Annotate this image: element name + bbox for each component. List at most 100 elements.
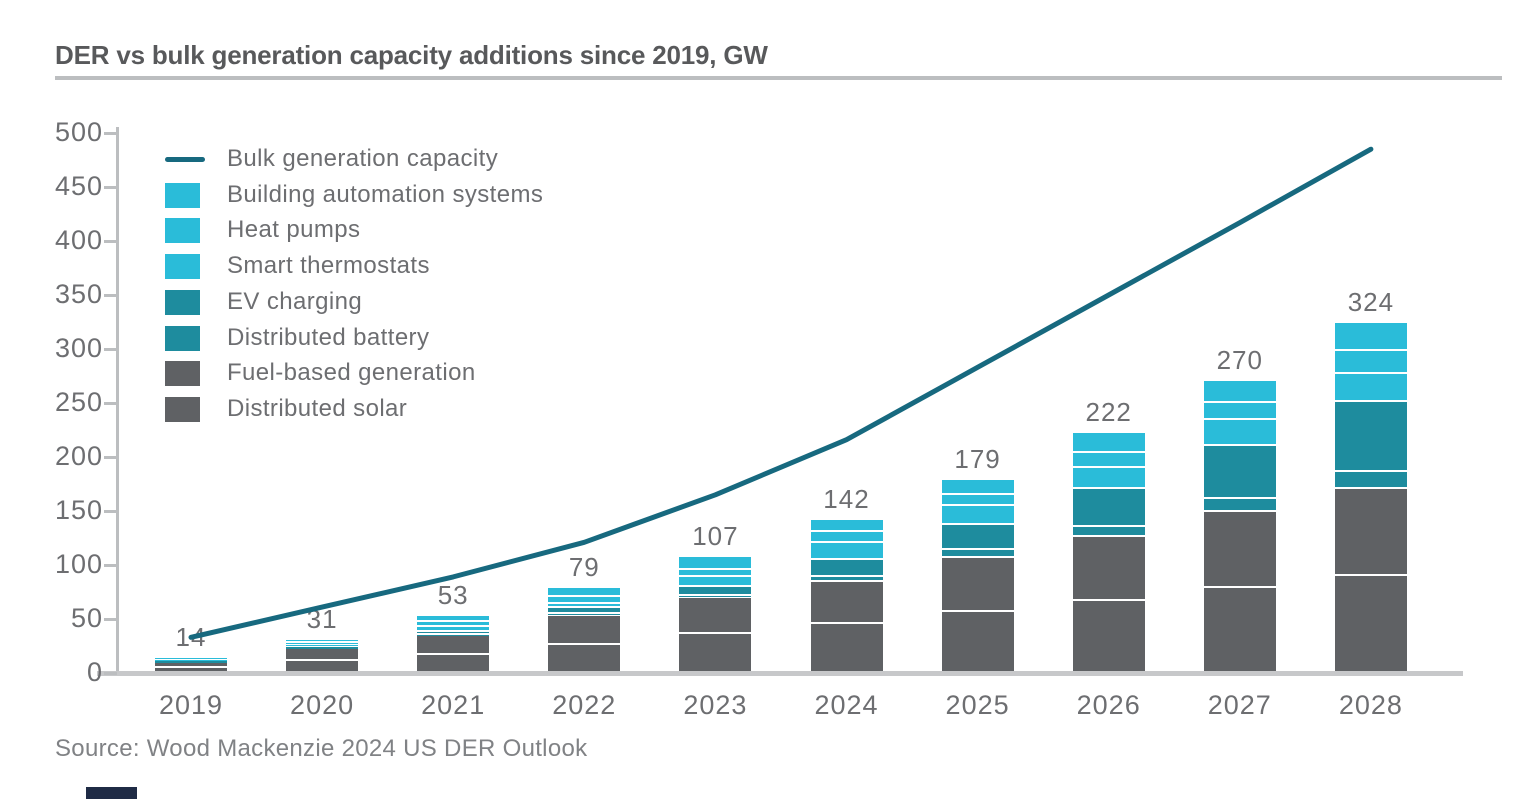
bar-segment-smart-thermostats [548, 603, 621, 607]
bar-segment-building-automation-systems [941, 479, 1014, 493]
bar-segment-distributed-solar [1072, 600, 1145, 671]
x-tick-label-2025: 2025 [945, 690, 1010, 720]
bar-segment-building-automation-systems [1203, 381, 1276, 401]
bar-segment-heat-pumps [417, 622, 490, 626]
bar-segment-smart-thermostats [155, 660, 227, 661]
bar-total-label: 179 [954, 443, 1001, 474]
x-tick-label-2019: 2019 [158, 690, 224, 720]
legend-swatch-distributed-solar [165, 396, 200, 422]
bar-segment-fuel-based-generation [155, 662, 227, 666]
legend-swatch-fuel-based-generation [165, 361, 200, 387]
legend-swatch-building-automation-systems [165, 182, 200, 208]
footer-accent-bar [86, 787, 137, 799]
bar-segment-distributed-solar [941, 611, 1014, 671]
bulk-generation-capacity-polyline [188, 146, 1374, 640]
legend-swatch-ev-charging [165, 289, 200, 315]
y-tick [104, 617, 117, 621]
y-tick-label: 400 [54, 225, 103, 255]
bar-segment-distributed-solar [810, 624, 883, 671]
bar-segment-distributed-solar [417, 654, 490, 671]
bar-segment-building-automation-systems [1334, 323, 1407, 350]
bar-total-label: 79 [568, 551, 600, 582]
bar-total-label: 107 [692, 521, 739, 552]
y-tick-label: 500 [54, 117, 103, 147]
y-tick-label: 50 [70, 603, 103, 633]
y-tick-label: 0 [86, 657, 103, 687]
bar-segment-ev-charging [1072, 489, 1145, 526]
bar-segment-building-automation-systems [679, 557, 752, 568]
bar-segment-building-automation-systems [286, 639, 359, 642]
bar-segment-distributed-solar [548, 644, 621, 671]
bar-segment-fuel-based-generation [286, 648, 359, 660]
bar-total-label: 53 [437, 579, 469, 610]
bar-segment-distributed-battery [548, 614, 621, 615]
bar-segment-fuel-based-generation [941, 557, 1014, 610]
bar-segment-distributed-solar [155, 667, 227, 671]
bar-segment-distributed-solar [286, 661, 359, 671]
bar-segment-fuel-based-generation [1334, 488, 1407, 575]
bar-segment-heat-pumps [1072, 452, 1145, 466]
bar-segment-heat-pumps [1203, 403, 1276, 419]
y-tick-label: 450 [54, 171, 103, 201]
bar-segment-distributed-solar [679, 634, 752, 671]
bar-segment-ev-charging [417, 631, 490, 633]
bar-segment-distributed-battery [1203, 498, 1276, 510]
source-note: Source: Wood Mackenzie 2024 US DER Outlo… [55, 735, 588, 762]
bar-segment-heat-pumps [941, 494, 1014, 505]
bar-segment-distributed-battery [1072, 527, 1145, 535]
legend-swatch-heat-pumps [165, 218, 200, 244]
x-tick-label-2023: 2023 [683, 690, 748, 720]
legend-label-distributed-battery: Distributed battery [227, 323, 430, 351]
bar-segment-distributed-battery [155, 661, 227, 663]
bar-segment-fuel-based-generation [417, 635, 490, 653]
bar-segment-distributed-battery [417, 634, 490, 636]
y-tick [104, 185, 117, 189]
bar-segment-building-automation-systems [417, 615, 490, 621]
chart-title: DER vs bulk generation capacity addition… [55, 40, 768, 70]
y-tick [104, 509, 117, 513]
legend-label-heat-pumps: Heat pumps [227, 216, 361, 244]
bar-segment-ev-charging [1334, 401, 1407, 470]
bar-segment-distributed-solar [1334, 576, 1407, 671]
bar-segment-smart-thermostats [1334, 374, 1407, 400]
bar-segment-building-automation-systems [1072, 433, 1145, 451]
legend-label-smart-thermostats: Smart thermostats [227, 252, 430, 280]
bar-segment-fuel-based-generation [1203, 511, 1276, 587]
legend-label-ev-charging: EV charging [227, 287, 363, 315]
bar-segment-ev-charging [155, 661, 227, 662]
x-tick-label-2020: 2020 [290, 690, 355, 720]
y-tick [104, 293, 117, 297]
y-tick-label: 250 [54, 387, 103, 417]
x-tick-label-2024: 2024 [814, 690, 879, 720]
bar-segment-ev-charging [548, 608, 621, 613]
y-tick [104, 563, 117, 567]
bar-segment-distributed-battery [810, 576, 883, 581]
bar-segment-fuel-based-generation [810, 582, 883, 623]
x-tick-label-2026: 2026 [1076, 690, 1141, 720]
bar-segment-fuel-based-generation [679, 598, 752, 633]
bar-segment-smart-thermostats [417, 627, 490, 630]
bar-segment-heat-pumps [548, 597, 621, 602]
legend-label-building-automation-systems: Building automation systems [227, 180, 544, 208]
y-tick-label: 350 [54, 279, 103, 309]
x-tick-label-2021: 2021 [421, 690, 486, 720]
bar-segment-distributed-battery [941, 550, 1014, 556]
bar-segment-ev-charging [286, 647, 359, 648]
y-tick-label: 300 [54, 333, 103, 363]
legend-label-bulk-generation-capacity: Bulk generation capacity [227, 145, 499, 172]
bar-segment-smart-thermostats [1203, 420, 1276, 445]
y-tick [104, 671, 117, 675]
bar-segment-distributed-solar [1203, 588, 1276, 671]
title-underline [55, 76, 1502, 80]
legend-label-fuel-based-generation: Fuel-based generation [227, 359, 476, 387]
bar-segment-building-automation-systems [155, 657, 227, 659]
bar-segment-building-automation-systems [548, 587, 621, 596]
bar-segment-smart-thermostats [941, 506, 1014, 524]
bar-segment-ev-charging [941, 525, 1014, 549]
bar-total-label: 142 [823, 483, 870, 514]
bar-segment-distributed-battery [679, 595, 752, 597]
bar-total-label: 270 [1216, 345, 1263, 376]
legend-swatch-smart-thermostats [165, 254, 200, 280]
